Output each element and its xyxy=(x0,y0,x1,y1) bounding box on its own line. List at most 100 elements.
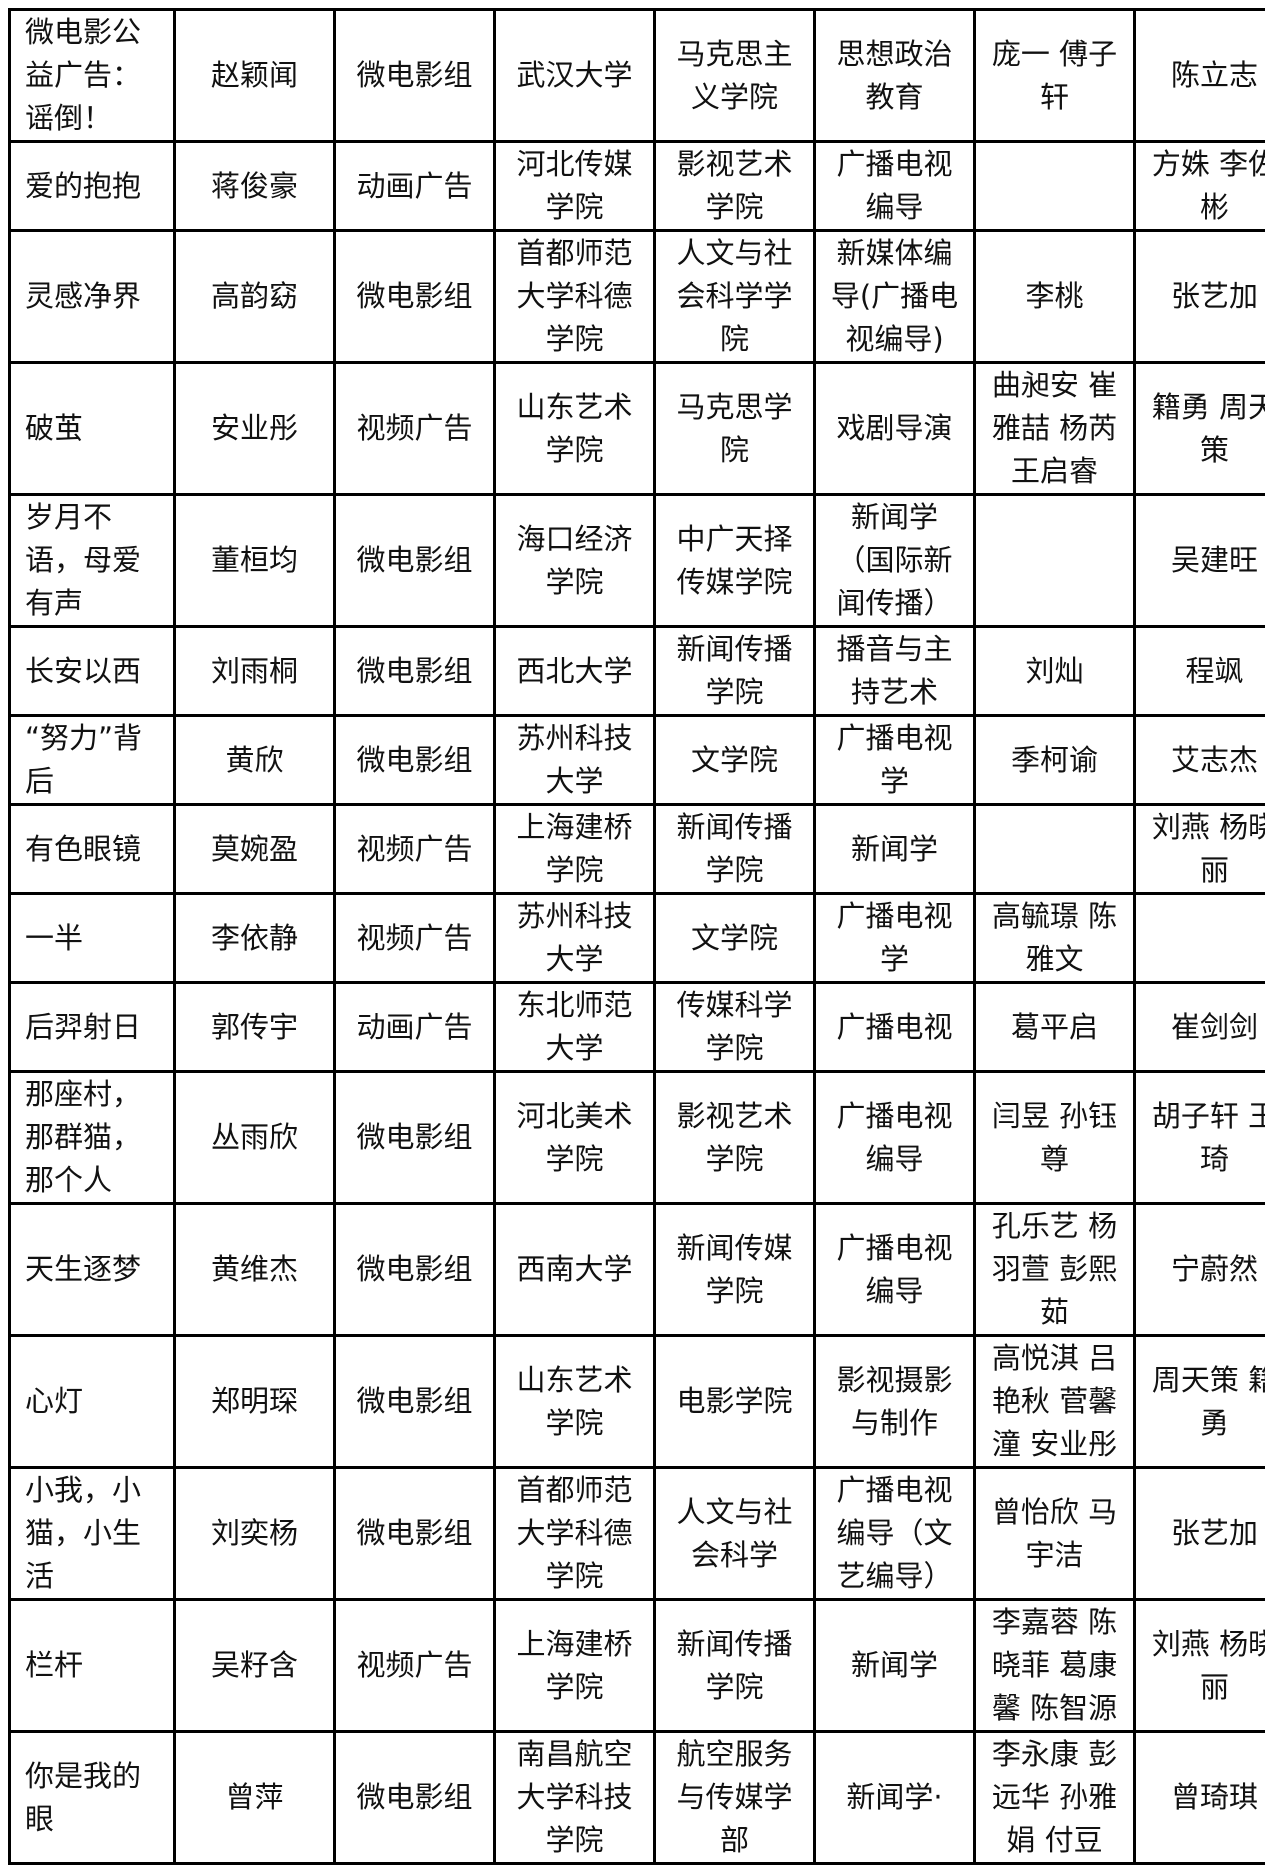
cell-category: 视频广告 xyxy=(335,805,495,894)
cell-category: 微电影组 xyxy=(335,716,495,805)
table-row: 一半李依静视频广告苏州科技大学文学院广播电视学高毓璟 陈雅文 xyxy=(10,894,1265,983)
cell-team-members: 曾怡欣 马宇洁 xyxy=(975,1468,1135,1600)
cell-college: 文学院 xyxy=(655,894,815,983)
table-row: 长安以西刘雨桐微电影组西北大学新闻传播学院播音与主持艺术刘灿程飒 xyxy=(10,627,1265,716)
table-row: “努力”背后黄欣微电影组苏州科技大学文学院广播电视学季柯谕艾志杰 xyxy=(10,716,1265,805)
cell-author: 蒋俊豪 xyxy=(175,142,335,231)
cell-author: 丛雨欣 xyxy=(175,1072,335,1204)
cell-advisor: 宁蔚然 xyxy=(1135,1204,1265,1336)
cell-author: 郭传宇 xyxy=(175,983,335,1072)
cell-college: 航空服务与传媒学部 xyxy=(655,1732,815,1864)
cell-college: 人文与社会科学学院 xyxy=(655,231,815,363)
award-table: 微电影公益广告：谣倒！赵颖闻微电影组武汉大学马克思主义学院思想政治教育庞一 傅子… xyxy=(8,8,1265,1865)
cell-major: 广播电视学 xyxy=(815,894,975,983)
cell-university: 苏州科技大学 xyxy=(495,894,655,983)
cell-team-members: 孔乐艺 杨羽萱 彭熙茹 xyxy=(975,1204,1135,1336)
cell-major: 影视摄影与制作 xyxy=(815,1336,975,1468)
table-row: 那座村，那群猫，那个人丛雨欣微电影组河北美术学院影视艺术学院广播电视编导闫昱 孙… xyxy=(10,1072,1265,1204)
cell-category: 微电影组 xyxy=(335,1468,495,1600)
cell-work-title: 灵感净界 xyxy=(10,231,175,363)
cell-major: 新闻学· xyxy=(815,1732,975,1864)
cell-work-title: 爱的抱抱 xyxy=(10,142,175,231)
cell-author: 郑明琛 xyxy=(175,1336,335,1468)
cell-university: 上海建桥学院 xyxy=(495,805,655,894)
cell-major: 广播电视学 xyxy=(815,716,975,805)
cell-team-members: 庞一 傅子轩 xyxy=(975,10,1135,142)
cell-college: 新闻传媒学院 xyxy=(655,1204,815,1336)
cell-advisor: 胡子轩 王琦 xyxy=(1135,1072,1265,1204)
cell-team-members: 刘灿 xyxy=(975,627,1135,716)
cell-work-title: “努力”背后 xyxy=(10,716,175,805)
cell-category: 微电影组 xyxy=(335,231,495,363)
cell-college: 传媒科学学院 xyxy=(655,983,815,1072)
table-row: 有色眼镜莫婉盈视频广告上海建桥学院新闻传播学院新闻学 刘燕 杨晓丽 xyxy=(10,805,1265,894)
cell-work-title: 后羿射日 xyxy=(10,983,175,1072)
cell-work-title: 天生逐梦 xyxy=(10,1204,175,1336)
cell-category: 动画广告 xyxy=(335,142,495,231)
cell-major: 思想政治教育 xyxy=(815,10,975,142)
cell-work-title: 破茧 xyxy=(10,363,175,495)
cell-work-title: 有色眼镜 xyxy=(10,805,175,894)
cell-major: 新闻学（国际新闻传播） xyxy=(815,495,975,627)
cell-work-title: 栏杆 xyxy=(10,1600,175,1732)
cell-university: 首都师范大学科德学院 xyxy=(495,231,655,363)
cell-work-title: 小我，小猫，小生活 xyxy=(10,1468,175,1600)
table-row: 岁月不语，母爱有声董桓均微电影组海口经济学院中广天择传媒学院新闻学（国际新闻传播… xyxy=(10,495,1265,627)
cell-team-members: 李嘉蓉 陈晓菲 葛康馨 陈智源 xyxy=(975,1600,1135,1732)
table-row: 你是我的眼曾萍微电影组南昌航空大学科技学院航空服务与传媒学部新闻学·李永康 彭远… xyxy=(10,1732,1265,1864)
cell-college: 新闻传播学院 xyxy=(655,1600,815,1732)
cell-author: 黄欣 xyxy=(175,716,335,805)
cell-major: 播音与主持艺术 xyxy=(815,627,975,716)
cell-advisor: 周天策 籍勇 xyxy=(1135,1336,1265,1468)
cell-major: 广播电视编导 xyxy=(815,1204,975,1336)
cell-university: 南昌航空大学科技学院 xyxy=(495,1732,655,1864)
cell-university: 海口经济学院 xyxy=(495,495,655,627)
cell-university: 东北师范大学 xyxy=(495,983,655,1072)
cell-team-members xyxy=(975,805,1135,894)
table-row: 栏杆吴籽含视频广告上海建桥学院新闻传播学院新闻学李嘉蓉 陈晓菲 葛康馨 陈智源刘… xyxy=(10,1600,1265,1732)
cell-college: 马克思主义学院 xyxy=(655,10,815,142)
cell-college: 新闻传播学院 xyxy=(655,805,815,894)
cell-author: 李依静 xyxy=(175,894,335,983)
cell-team-members xyxy=(975,142,1135,231)
cell-author: 曾萍 xyxy=(175,1732,335,1864)
cell-work-title: 心灯 xyxy=(10,1336,175,1468)
cell-category: 微电影组 xyxy=(335,627,495,716)
cell-advisor: 崔剑剑 xyxy=(1135,983,1265,1072)
table-row: 后羿射日郭传宇动画广告东北师范大学传媒科学学院广播电视葛平启崔剑剑 xyxy=(10,983,1265,1072)
cell-category: 动画广告 xyxy=(335,983,495,1072)
cell-author: 安业彤 xyxy=(175,363,335,495)
table-row: 小我，小猫，小生活刘奕杨微电影组首都师范大学科德学院人文与社会科学广播电视编导（… xyxy=(10,1468,1265,1600)
cell-university: 西南大学 xyxy=(495,1204,655,1336)
cell-work-title: 长安以西 xyxy=(10,627,175,716)
cell-college: 影视艺术学院 xyxy=(655,1072,815,1204)
cell-major: 新媒体编导(广播电视编导) xyxy=(815,231,975,363)
cell-team-members xyxy=(975,495,1135,627)
table-row: 微电影公益广告：谣倒！赵颖闻微电影组武汉大学马克思主义学院思想政治教育庞一 傅子… xyxy=(10,10,1265,142)
cell-major: 广播电视编导 xyxy=(815,142,975,231)
cell-team-members: 闫昱 孙钰尊 xyxy=(975,1072,1135,1204)
cell-author: 莫婉盈 xyxy=(175,805,335,894)
cell-category: 微电影组 xyxy=(335,1072,495,1204)
cell-team-members: 曲昶安 崔雅喆 杨芮王启睿 xyxy=(975,363,1135,495)
cell-category: 微电影组 xyxy=(335,495,495,627)
cell-major: 新闻学 xyxy=(815,1600,975,1732)
cell-category: 微电影组 xyxy=(335,10,495,142)
cell-university: 苏州科技大学 xyxy=(495,716,655,805)
cell-author: 董桓均 xyxy=(175,495,335,627)
cell-major: 戏剧导演 xyxy=(815,363,975,495)
cell-advisor: 刘燕 杨晓丽 xyxy=(1135,805,1265,894)
cell-work-title: 那座村，那群猫，那个人 xyxy=(10,1072,175,1204)
cell-team-members: 高毓璟 陈雅文 xyxy=(975,894,1135,983)
cell-advisor: 吴建旺 xyxy=(1135,495,1265,627)
table-row: 心灯郑明琛微电影组山东艺术学院电影学院影视摄影与制作高悦淇 吕艳秋 菅馨潼 安业… xyxy=(10,1336,1265,1468)
cell-college: 文学院 xyxy=(655,716,815,805)
cell-college: 中广天择传媒学院 xyxy=(655,495,815,627)
cell-category: 视频广告 xyxy=(335,1600,495,1732)
cell-major: 新闻学 xyxy=(815,805,975,894)
cell-university: 河北传媒学院 xyxy=(495,142,655,231)
cell-major: 广播电视编导 xyxy=(815,1072,975,1204)
cell-author: 赵颖闻 xyxy=(175,10,335,142)
cell-author: 刘雨桐 xyxy=(175,627,335,716)
table-row: 爱的抱抱蒋俊豪动画广告河北传媒学院影视艺术学院广播电视编导方姝 李佐彬 xyxy=(10,142,1265,231)
